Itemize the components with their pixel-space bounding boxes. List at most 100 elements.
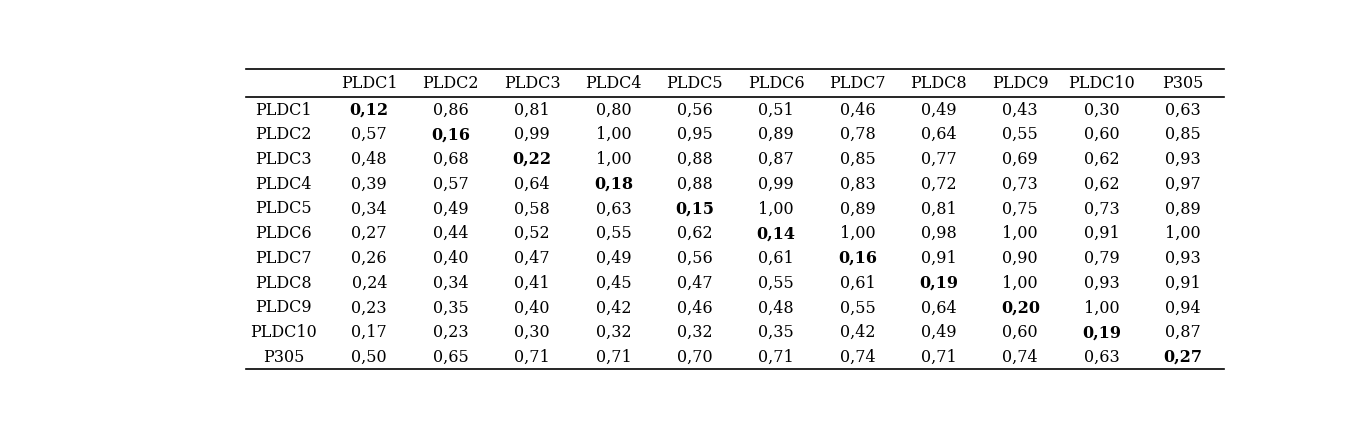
Text: 0,73: 0,73 [1084,201,1120,217]
Text: 0,91: 0,91 [1084,225,1120,242]
Text: 0,77: 0,77 [921,151,956,168]
Text: 0,99: 0,99 [513,126,550,143]
Text: 1,00: 1,00 [595,126,631,143]
Text: 0,60: 0,60 [1084,126,1120,143]
Text: 0,65: 0,65 [433,349,469,366]
Text: 0,87: 0,87 [759,151,794,168]
Text: 0,93: 0,93 [1165,250,1201,267]
Text: 0,48: 0,48 [759,299,794,316]
Text: 0,94: 0,94 [1165,299,1201,316]
Text: 0,87: 0,87 [1165,324,1201,341]
Text: 0,45: 0,45 [595,275,631,292]
Text: 0,64: 0,64 [515,176,550,193]
Text: 0,52: 0,52 [515,225,550,242]
Text: P305: P305 [1162,75,1204,92]
Text: 0,57: 0,57 [433,176,469,193]
Text: 0,81: 0,81 [921,201,956,217]
Text: PLDC1: PLDC1 [340,75,398,92]
Text: 0,55: 0,55 [759,275,794,292]
Text: 0,46: 0,46 [677,299,712,316]
Text: 0,91: 0,91 [921,250,956,267]
Text: PLDC2: PLDC2 [255,126,312,143]
Text: 0,57: 0,57 [351,126,387,143]
Text: 0,49: 0,49 [921,324,956,341]
Text: 0,16: 0,16 [432,126,470,143]
Text: 0,40: 0,40 [433,250,469,267]
Text: 0,20: 0,20 [1001,299,1039,316]
Text: 0,62: 0,62 [1084,176,1120,193]
Text: 0,32: 0,32 [595,324,631,341]
Text: 0,61: 0,61 [839,275,876,292]
Text: PLDC6: PLDC6 [748,75,805,92]
Text: 0,91: 0,91 [1165,275,1201,292]
Text: 1,00: 1,00 [1002,275,1038,292]
Text: 0,35: 0,35 [433,299,469,316]
Text: PLDC10: PLDC10 [1068,75,1135,92]
Text: 0,19: 0,19 [919,275,959,292]
Text: 0,42: 0,42 [840,324,876,341]
Text: 0,49: 0,49 [921,102,956,118]
Text: 0,68: 0,68 [433,151,469,168]
Text: 1,00: 1,00 [1084,299,1120,316]
Text: 0,72: 0,72 [921,176,956,193]
Text: 0,24: 0,24 [351,275,387,292]
Text: 0,64: 0,64 [921,126,956,143]
Text: 0,70: 0,70 [677,349,712,366]
Text: 0,60: 0,60 [1002,324,1038,341]
Text: 0,19: 0,19 [1083,324,1121,341]
Text: PLDC9: PLDC9 [992,75,1049,92]
Text: 0,83: 0,83 [839,176,876,193]
Text: PLDC7: PLDC7 [829,75,885,92]
Text: 0,51: 0,51 [759,102,794,118]
Text: 0,85: 0,85 [1165,126,1201,143]
Text: 0,89: 0,89 [759,126,794,143]
Text: 0,69: 0,69 [1002,151,1038,168]
Text: 0,23: 0,23 [351,299,387,316]
Text: PLDC3: PLDC3 [504,75,560,92]
Text: PLDC4: PLDC4 [255,176,312,193]
Text: 0,90: 0,90 [1002,250,1038,267]
Text: 0,48: 0,48 [351,151,387,168]
Text: 0,49: 0,49 [433,201,469,217]
Text: 0,98: 0,98 [921,225,956,242]
Text: PLDC7: PLDC7 [255,250,312,267]
Text: 1,00: 1,00 [840,225,876,242]
Text: 0,26: 0,26 [351,250,387,267]
Text: PLDC8: PLDC8 [911,75,967,92]
Text: 0,75: 0,75 [1002,201,1038,217]
Text: 0,71: 0,71 [513,349,550,366]
Text: PLDC4: PLDC4 [586,75,642,92]
Text: 0,34: 0,34 [433,275,469,292]
Text: 0,14: 0,14 [757,225,795,242]
Text: 0,32: 0,32 [677,324,712,341]
Text: 0,74: 0,74 [1002,349,1038,366]
Text: 0,41: 0,41 [515,275,550,292]
Text: 0,27: 0,27 [1163,349,1203,366]
Text: PLDC10: PLDC10 [249,324,317,341]
Text: 0,88: 0,88 [677,176,712,193]
Text: 0,88: 0,88 [677,151,712,168]
Text: 0,73: 0,73 [1002,176,1038,193]
Text: 0,35: 0,35 [759,324,794,341]
Text: 0,18: 0,18 [594,176,633,193]
Text: 0,78: 0,78 [839,126,876,143]
Text: 0,46: 0,46 [840,102,876,118]
Text: 0,64: 0,64 [921,299,956,316]
Text: 0,63: 0,63 [1165,102,1201,118]
Text: PLDC3: PLDC3 [255,151,312,168]
Text: 0,86: 0,86 [433,102,469,118]
Text: 0,22: 0,22 [512,151,552,168]
Text: 0,85: 0,85 [839,151,876,168]
Text: PLDC5: PLDC5 [255,201,312,217]
Text: 0,30: 0,30 [1084,102,1120,118]
Text: PLDC9: PLDC9 [255,299,312,316]
Text: PLDC5: PLDC5 [666,75,723,92]
Text: PLDC2: PLDC2 [422,75,479,92]
Text: 0,15: 0,15 [676,201,714,217]
Text: 0,97: 0,97 [1165,176,1201,193]
Text: 0,47: 0,47 [677,275,712,292]
Text: 0,17: 0,17 [351,324,387,341]
Text: 0,81: 0,81 [513,102,550,118]
Text: 0,44: 0,44 [433,225,469,242]
Text: 0,93: 0,93 [1084,275,1120,292]
